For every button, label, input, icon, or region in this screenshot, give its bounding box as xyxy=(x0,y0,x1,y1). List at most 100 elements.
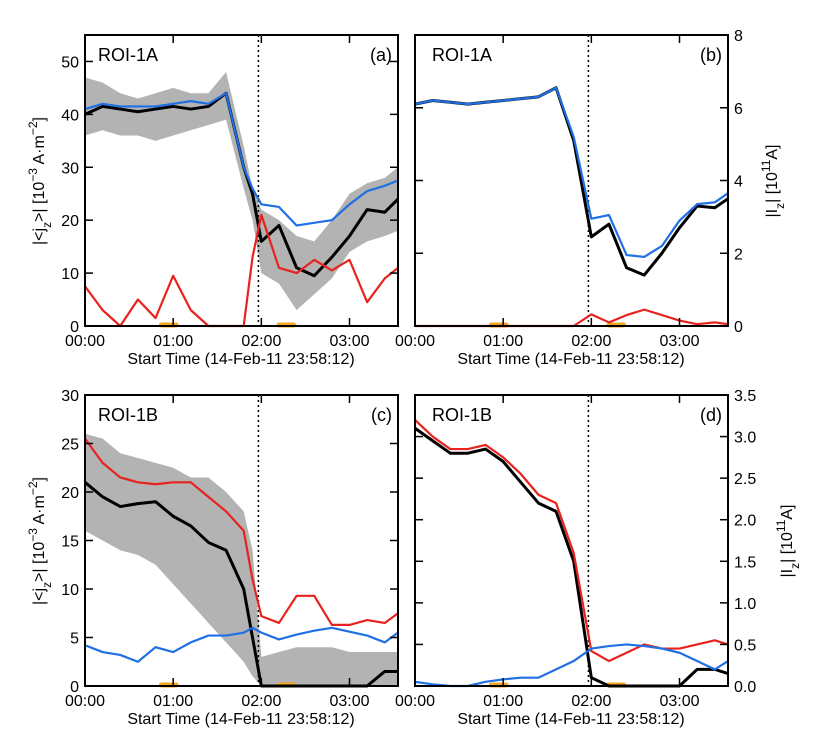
x-tick-label-b: 00:00 xyxy=(395,333,435,350)
y-title-part: >| [10 xyxy=(31,542,48,582)
panel-d: 00:00 01:00 02:00 03:00 0.0 0.5 1.0 1.5 2.0 2.5 3.… xyxy=(395,388,802,728)
panel-b: 00:00 01:00 02:00 03:00 0 2 4 6 8 ROI-1A (b) Sta… xyxy=(395,28,787,368)
y-tick-label-a: 40 xyxy=(61,107,79,124)
y-title-part: |<j xyxy=(31,228,48,245)
x-tick-label-d: 02:00 xyxy=(571,693,611,710)
x-tick-label-c: 00:00 xyxy=(65,693,105,710)
axes-frame-a xyxy=(84,34,399,327)
y-tick-label-a: 30 xyxy=(61,160,79,177)
y-title-part: ] xyxy=(31,477,48,481)
x-tick-label-c: 02:00 xyxy=(241,693,281,710)
x-tick-label-a: 00:00 xyxy=(65,333,105,350)
y-tick-label-d: 3.5 xyxy=(734,388,756,405)
series-blue-line-a xyxy=(84,92,399,227)
y-title-part: A] xyxy=(779,504,796,519)
roi-label-d: ROI-1B xyxy=(432,405,492,425)
roi-label-a: ROI-1A xyxy=(98,45,158,65)
y-title-part: A] xyxy=(764,144,781,159)
y-title-part: |<j xyxy=(31,588,48,605)
uncertainty-band-a xyxy=(85,72,398,311)
y-tick-label-d: 1.0 xyxy=(734,596,756,613)
y-title-sub: z xyxy=(40,582,54,588)
plot-area-a: 00:00 01:00 02:00 03:00 0 10 20 30 40 50 xyxy=(61,35,400,350)
x-axis-title-d: Start Time (14-Feb-11 23:58:12) xyxy=(457,711,684,728)
y-tick-label-d: 2.5 xyxy=(734,471,756,488)
y-axis-title-a: |<jz>| [10−3 A·m−2] xyxy=(26,117,54,245)
y-axis-title-c: |<jz>| [10−3 A·m−2] xyxy=(26,477,54,605)
x-axis-title-b: Start Time (14-Feb-11 23:58:12) xyxy=(457,351,684,368)
roi-label-c: ROI-1B xyxy=(98,405,158,425)
y-tick-label-c: 5 xyxy=(70,631,79,648)
panel-label-c: (c) xyxy=(371,405,392,425)
x-tick-label-c: 01:00 xyxy=(153,693,193,710)
axes-frame-d xyxy=(414,394,729,687)
y-title-part: ] xyxy=(31,117,48,121)
panel-label-b: (b) xyxy=(700,45,722,65)
x-tick-label-a: 02:00 xyxy=(241,333,281,350)
panel-a: 00:00 01:00 02:00 03:00 0 10 20 30 40 50 ROI-1A (… xyxy=(26,34,400,368)
y-title-part: | [10 xyxy=(764,172,781,203)
series-red-line-d xyxy=(414,419,729,663)
series-red-line-a xyxy=(84,213,399,328)
y-title-sup: −2 xyxy=(26,481,40,495)
y-title-sub: z xyxy=(40,222,54,228)
y-title-sup: −3 xyxy=(26,528,40,542)
panel-label-d: (d) xyxy=(700,405,722,425)
y-tick-label-b: 4 xyxy=(734,174,743,191)
y-tick-label-b: 8 xyxy=(734,28,743,45)
y-title-sup: 11 xyxy=(774,519,788,532)
plot-area-b: 00:00 01:00 02:00 03:00 0 2 4 6 8 xyxy=(395,28,743,350)
y-title-part: |I xyxy=(779,569,796,578)
x-axis-title-c: Start Time (14-Feb-11 23:58:12) xyxy=(127,711,354,728)
roi-label-b: ROI-1A xyxy=(432,45,492,65)
plot-area-c: 00:00 01:00 02:00 03:00 0 5 10 15 20 25 30 xyxy=(61,388,399,710)
series-blue-line-c xyxy=(84,626,399,663)
series-blue-line-b xyxy=(414,86,729,258)
y-tick-label-b: 2 xyxy=(734,246,743,263)
y-tick-label-c: 30 xyxy=(61,388,79,405)
series-red-line-b xyxy=(415,308,729,328)
x-axis-title-a: Start Time (14-Feb-11 23:58:12) xyxy=(127,351,354,368)
x-tick-label-b: 03:00 xyxy=(659,333,699,350)
x-tick-label-d: 00:00 xyxy=(395,693,435,710)
x-tick-label-c: 03:00 xyxy=(329,693,369,710)
y-tick-label-a: 10 xyxy=(61,266,79,283)
axes-frame-b xyxy=(414,34,729,327)
series-red-line-c xyxy=(84,438,399,626)
y-title-sup: −2 xyxy=(26,121,40,135)
x-tick-label-a: 03:00 xyxy=(329,333,369,350)
y-tick-label-c: 0 xyxy=(70,679,79,696)
y-title-sup: 11 xyxy=(759,159,773,172)
y-title-sub: z xyxy=(788,563,802,569)
uncertainty-band-c xyxy=(85,433,398,686)
axes-frame-c xyxy=(84,394,399,687)
y-tick-label-c: 15 xyxy=(61,534,79,551)
y-tick-label-d: 0.0 xyxy=(734,679,756,696)
series-black-line-b xyxy=(414,86,729,277)
y-tick-label-a: 0 xyxy=(70,319,79,336)
y-axis-title-d: |Iz| [1011A] xyxy=(774,504,802,577)
y-title-sup: −3 xyxy=(26,168,40,182)
y-tick-label-d: 1.5 xyxy=(734,554,756,571)
x-tick-label-b: 02:00 xyxy=(571,333,611,350)
x-tick-label-a: 01:00 xyxy=(153,333,193,350)
y-title-part: |I xyxy=(764,209,781,218)
y-tick-label-c: 10 xyxy=(61,582,79,599)
y-title-part: A·m xyxy=(31,495,48,528)
y-title-sub: z xyxy=(773,203,787,209)
y-tick-label-b: 0 xyxy=(734,319,743,336)
y-tick-label-b: 6 xyxy=(734,101,743,118)
panel-label-a: (a) xyxy=(370,45,392,65)
plot-area-d: 00:00 01:00 02:00 03:00 0.0 0.5 1.0 1.5 2.0 2.5 3.… xyxy=(395,388,756,710)
series-blue-line-d xyxy=(414,643,729,688)
y-axis-title-b: |Iz| [1011A] xyxy=(759,144,787,217)
y-tick-label-d: 2.0 xyxy=(734,513,756,530)
y-tick-label-a: 20 xyxy=(61,213,79,230)
y-tick-label-d: 0.5 xyxy=(734,637,756,654)
y-tick-label-c: 20 xyxy=(61,485,79,502)
x-tick-label-d: 03:00 xyxy=(659,693,699,710)
x-tick-label-b: 01:00 xyxy=(483,333,523,350)
y-tick-label-a: 50 xyxy=(61,54,79,71)
y-title-part: A·m xyxy=(31,135,48,168)
